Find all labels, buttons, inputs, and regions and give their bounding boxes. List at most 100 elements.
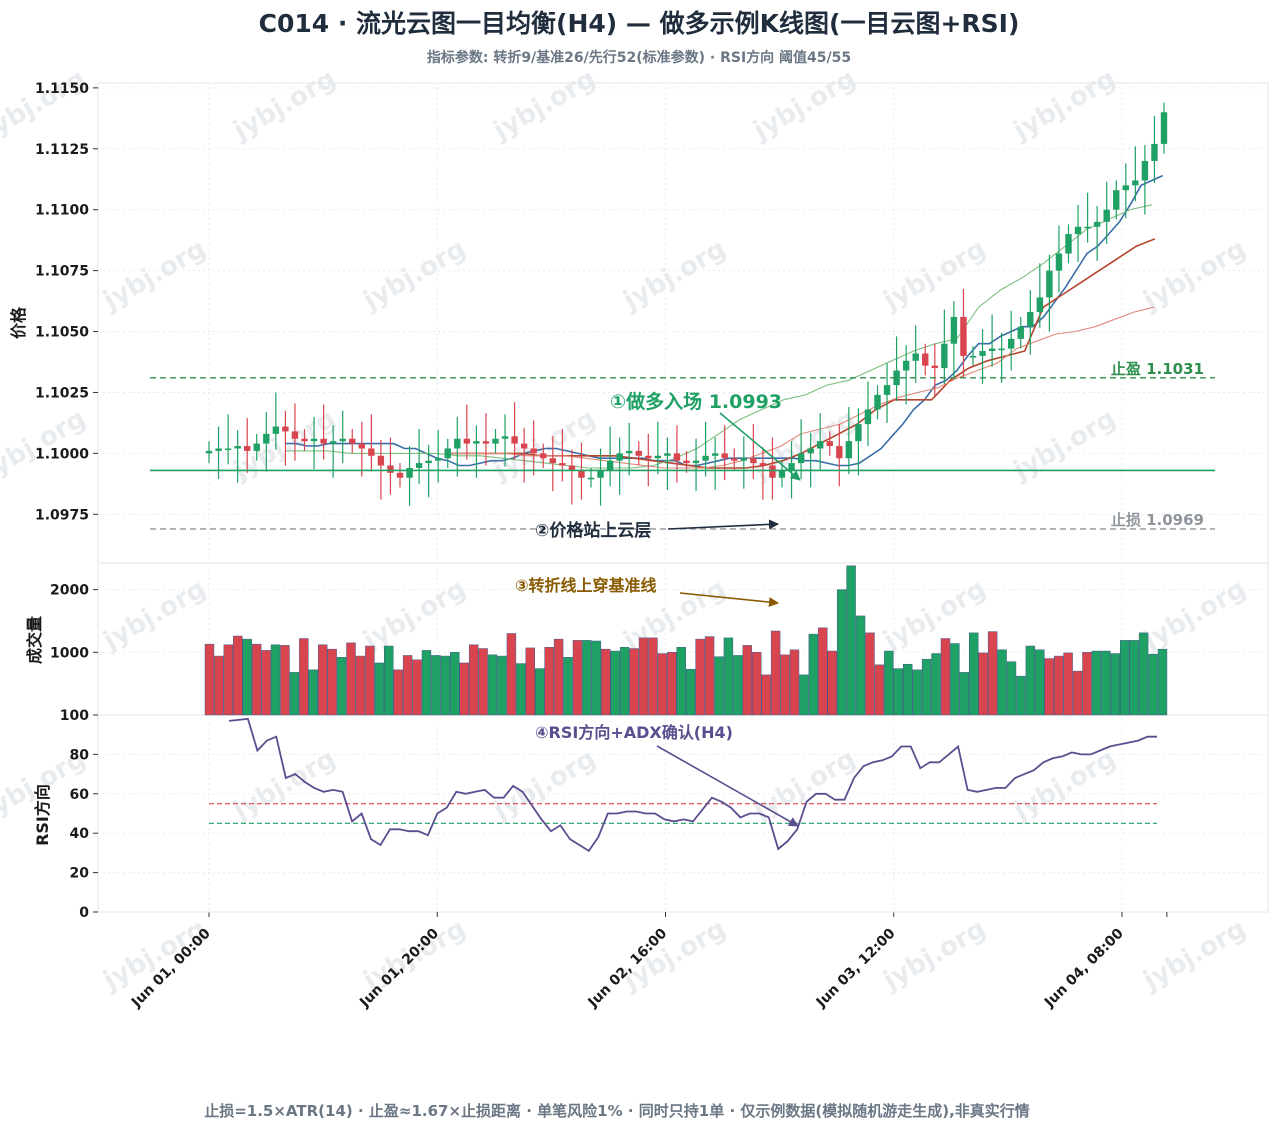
candle-body — [988, 348, 996, 352]
candle-body — [836, 446, 843, 459]
watermark-text: jybj.org — [98, 234, 211, 317]
price-tick-label: 1.1150 — [35, 81, 89, 97]
volume-bar — [317, 644, 328, 716]
volume-bar — [978, 652, 988, 716]
candle-body — [1055, 253, 1063, 271]
volume-bar — [780, 654, 790, 716]
volume-bar — [544, 647, 554, 716]
candle-body — [282, 426, 289, 432]
candle-body — [559, 463, 566, 466]
volume-bar — [365, 645, 375, 716]
volume-tick-label: 2000 — [50, 583, 89, 599]
candle-body — [998, 348, 1005, 351]
volume-bar — [308, 669, 318, 716]
watermark-text: jybj.org — [1138, 574, 1251, 657]
volume-bar — [969, 632, 979, 716]
candle-body — [1046, 270, 1053, 298]
watermark-text: jybj.org — [228, 64, 341, 147]
watermark-text: jybj.org — [488, 744, 601, 827]
volume-bar — [261, 650, 271, 716]
volume-bar — [714, 656, 724, 716]
watermark-text: jybj.org — [228, 744, 341, 827]
watermark-text: jybj.org — [0, 404, 91, 487]
volume-bar — [525, 647, 535, 716]
candle-body — [893, 370, 900, 386]
volume-bar — [204, 643, 215, 716]
candle-body — [855, 424, 862, 442]
candle-body — [635, 450, 642, 456]
watermark-text: jybj.org — [358, 234, 471, 317]
volume-bar — [1044, 658, 1054, 716]
candle-body — [549, 458, 556, 464]
volume-bar — [884, 650, 894, 716]
volume-bar — [591, 640, 602, 716]
volume-bar — [657, 653, 668, 716]
rsi-arrow — [656, 745, 799, 827]
candle-body — [1113, 190, 1120, 210]
volume-bar — [270, 644, 281, 716]
volume-bar — [1101, 650, 1111, 716]
volume-bar — [638, 637, 649, 716]
candle-body — [224, 448, 232, 451]
candle-body — [1160, 112, 1168, 144]
candle-body — [310, 438, 318, 442]
price-axis-label: 价格 — [9, 306, 28, 339]
candle-body — [1103, 209, 1110, 222]
price-tick-label: 1.1000 — [35, 446, 89, 462]
candle-body — [587, 477, 595, 480]
candle-body — [1141, 160, 1149, 181]
candle-body — [272, 426, 280, 434]
candle-body — [817, 441, 824, 449]
volume-bar — [855, 615, 866, 716]
candle-body — [654, 455, 662, 459]
candle-body — [692, 460, 700, 464]
volume-bar — [384, 645, 394, 716]
volume-bar — [563, 657, 573, 716]
volume-bar — [1157, 648, 1168, 716]
candle-body — [1027, 312, 1034, 327]
volume-bar — [487, 654, 498, 716]
volume-bar — [233, 635, 243, 716]
volume-bar — [355, 655, 366, 716]
candle-body — [931, 365, 938, 369]
volume-bar — [752, 652, 762, 716]
candle-body — [845, 441, 853, 459]
cloud-arrow — [667, 519, 779, 530]
volume-bar — [553, 638, 564, 716]
candle-body — [568, 465, 576, 471]
candle-body — [711, 453, 719, 456]
volume-bar — [874, 664, 885, 716]
candle-body — [454, 438, 461, 449]
volume-bar — [336, 657, 347, 716]
price-tick-label: 1.1125 — [35, 142, 89, 158]
rsi-tick-label: 100 — [60, 708, 89, 724]
volume-bar — [704, 636, 715, 716]
candle-body — [540, 453, 547, 459]
rsi-tick-label: 20 — [70, 866, 90, 882]
volume-bar — [1110, 653, 1121, 716]
volume-bar — [601, 648, 611, 716]
volume-bar — [931, 653, 941, 716]
price-tick-label: 1.0975 — [35, 507, 89, 523]
cross-annotation: ③转折线上穿基准线 — [515, 576, 657, 595]
watermark-text: jybj.org — [1008, 64, 1121, 147]
volume-bar — [912, 669, 922, 716]
candle-body — [358, 443, 365, 449]
candle-body — [463, 438, 471, 444]
volume-bar — [393, 669, 403, 716]
candle-body — [501, 436, 509, 439]
candle-body — [530, 448, 537, 454]
candle-body — [626, 450, 633, 454]
candle-body — [645, 455, 652, 459]
candle-body — [444, 448, 451, 459]
candle-body — [396, 472, 404, 478]
candle-body — [349, 438, 356, 444]
candle-body — [788, 463, 795, 471]
volume-bar — [676, 647, 686, 716]
rsi-tick-label: 80 — [70, 747, 90, 763]
candle-body — [473, 441, 480, 444]
volume-bar — [431, 655, 441, 716]
candle-body — [482, 441, 490, 444]
candle-body — [979, 351, 986, 356]
watermark-text: jybj.org — [0, 64, 91, 147]
